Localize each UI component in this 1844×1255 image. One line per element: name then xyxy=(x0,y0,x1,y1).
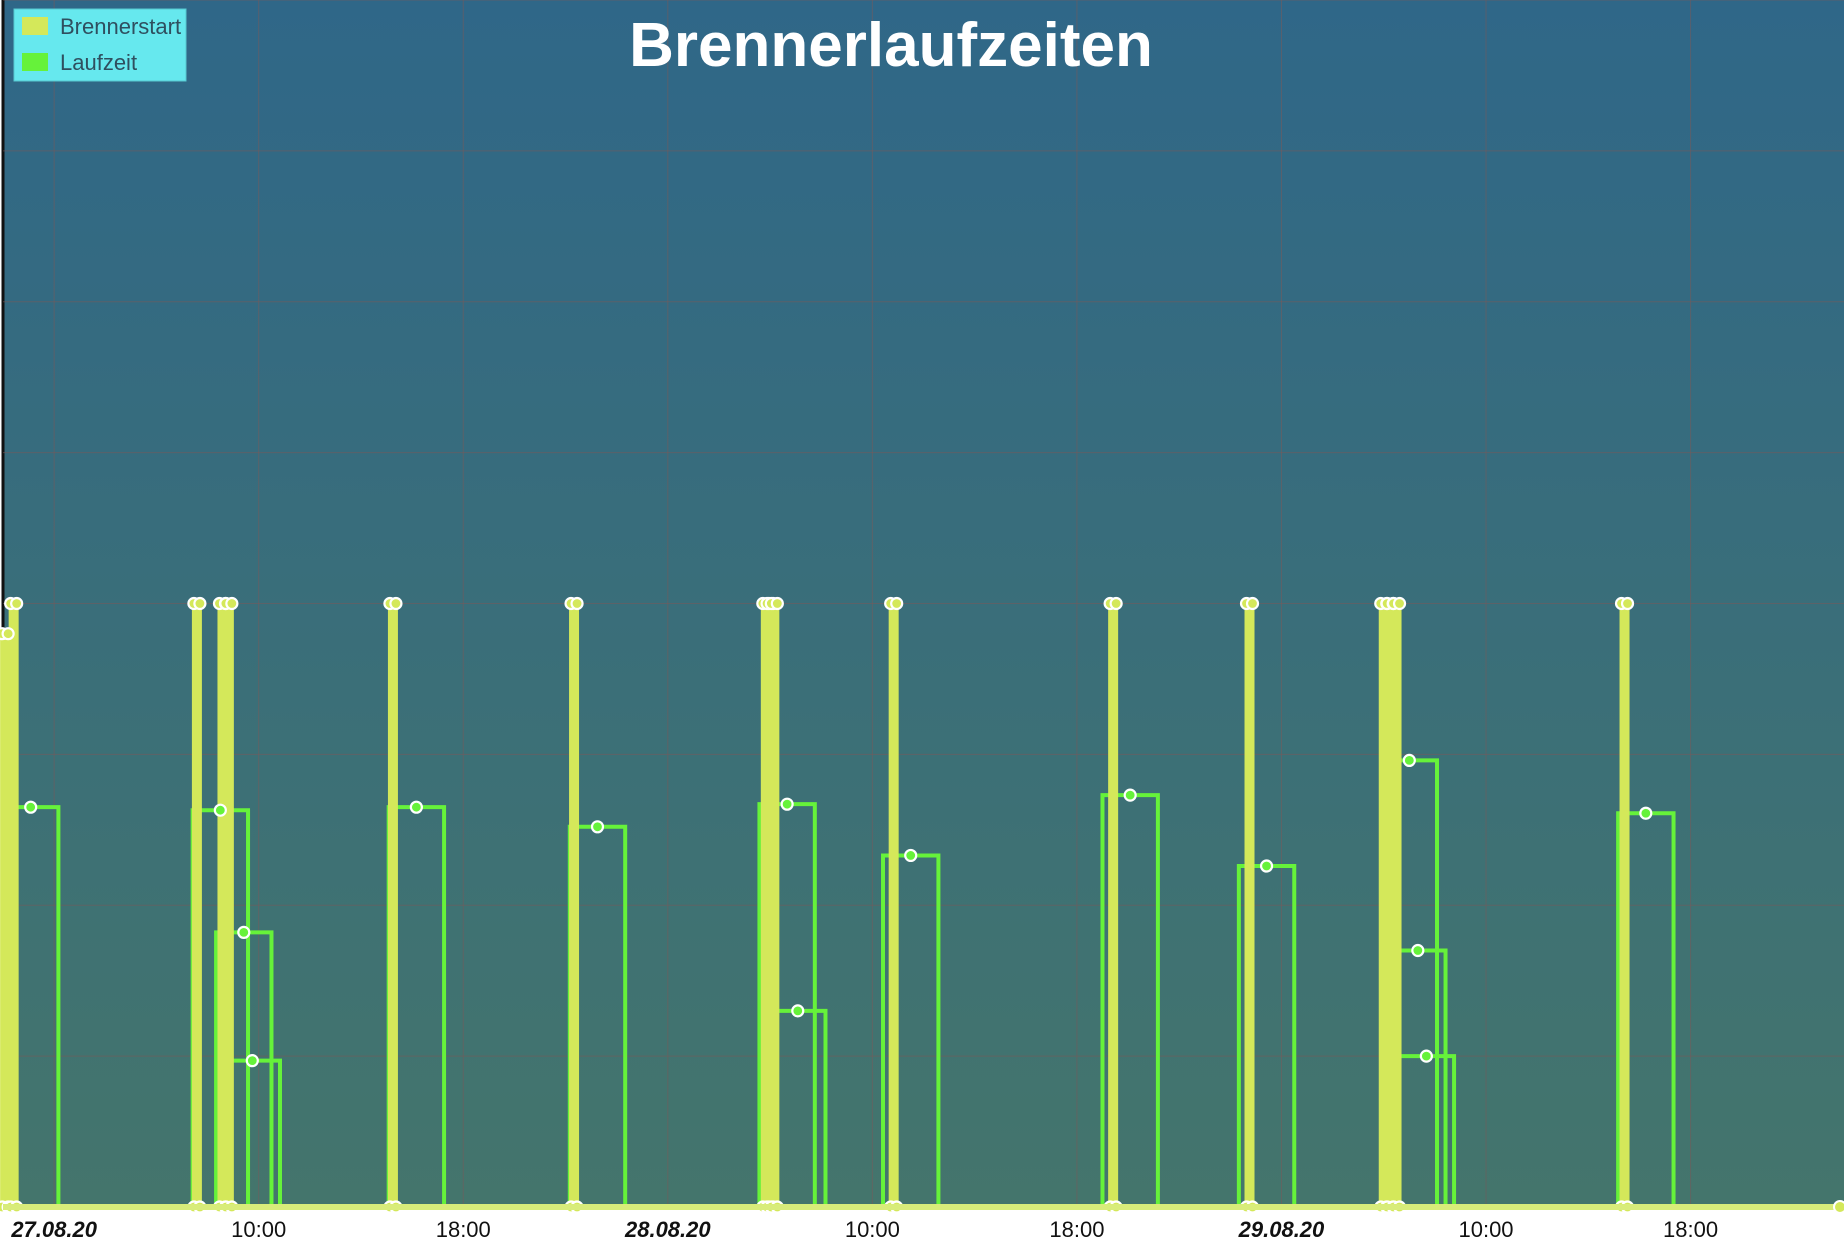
legend-label-brennerstart: Brennerstart xyxy=(60,14,181,39)
data-point-marker[interactable] xyxy=(237,925,251,940)
data-point-marker[interactable] xyxy=(1,627,15,641)
data-point-marker[interactable] xyxy=(1123,788,1137,802)
x-tick-label: 10:00 xyxy=(1458,1217,1513,1242)
brennerstart-bar[interactable] xyxy=(387,603,398,1208)
x-tick-label: 29.08.20 xyxy=(1238,1217,1325,1242)
brennerstart-series xyxy=(0,603,1630,1208)
brennerstart-bar[interactable] xyxy=(1108,603,1119,1208)
data-point-marker[interactable] xyxy=(890,596,904,611)
data-point-marker[interactable] xyxy=(389,596,403,611)
data-point-marker[interactable] xyxy=(770,596,784,611)
brennerstart-bar[interactable] xyxy=(769,603,780,1208)
grid xyxy=(3,0,1844,1207)
x-tick-label: 18:00 xyxy=(1663,1217,1718,1242)
brennerstart-bar[interactable] xyxy=(1385,603,1396,1208)
data-point-marker[interactable] xyxy=(24,800,38,814)
legend[interactable]: Brennerstart Laufzeit xyxy=(13,8,187,82)
brennerstart-bar[interactable] xyxy=(569,603,580,1208)
brennerstart-bar[interactable] xyxy=(217,603,228,1208)
data-point-marker[interactable] xyxy=(904,848,918,863)
data-point-marker[interactable] xyxy=(1411,943,1425,958)
brennerstart-bar[interactable] xyxy=(1244,603,1255,1208)
data-point-marker[interactable] xyxy=(10,596,24,611)
x-tick-label: 10:00 xyxy=(845,1217,900,1242)
brennerstart-bar[interactable] xyxy=(191,603,202,1208)
brennerstart-bar[interactable] xyxy=(1619,603,1630,1208)
x-tick-label: 27.08.20 xyxy=(10,1217,97,1242)
brennerstart-bar[interactable] xyxy=(0,633,11,1207)
legend-label-laufzeit: Laufzeit xyxy=(60,50,137,75)
brennerstart-bar[interactable] xyxy=(1378,603,1389,1208)
legend-swatch-laufzeit xyxy=(22,53,48,71)
data-point-marker[interactable] xyxy=(1620,596,1635,611)
data-point-marker[interactable] xyxy=(1259,859,1274,873)
brennerstart-bar[interactable] xyxy=(888,603,899,1208)
data-point-marker[interactable] xyxy=(590,820,605,834)
baseline-end-marker xyxy=(1833,1200,1844,1214)
brennerstart-bar[interactable] xyxy=(8,603,19,1208)
x-axis-ticks: 27.08.20 10:00 18:00 28.08.20 10:00 18:00 29.0… xyxy=(10,1217,1718,1242)
x-tick-label: 10:00 xyxy=(231,1217,286,1242)
data-point-marker[interactable] xyxy=(1109,596,1123,611)
x-tick-label: 28.08.20 xyxy=(624,1217,711,1242)
brennerstart-bar[interactable] xyxy=(223,603,234,1208)
data-point-marker[interactable] xyxy=(780,797,794,811)
data-point-marker[interactable] xyxy=(1419,1049,1433,1063)
data-point-marker[interactable] xyxy=(1245,596,1260,611)
x-tick-label: 18:00 xyxy=(1049,1217,1104,1242)
data-point-marker[interactable] xyxy=(791,1004,805,1018)
data-point-marker[interactable] xyxy=(1639,806,1653,820)
data-point-marker[interactable] xyxy=(409,800,423,814)
data-point-marker[interactable] xyxy=(225,596,239,611)
data-point-marker[interactable] xyxy=(245,1054,259,1068)
data-point-marker[interactable] xyxy=(193,596,207,611)
data-point-marker[interactable] xyxy=(1402,753,1416,768)
data-point-marker[interactable] xyxy=(1392,596,1407,611)
chart-title: Brennerlaufzeiten xyxy=(629,11,1153,80)
data-point-marker[interactable] xyxy=(570,596,584,611)
x-tick-label: 18:00 xyxy=(436,1217,491,1242)
data-point-marker[interactable] xyxy=(213,803,227,817)
brennerstart-bar[interactable] xyxy=(1391,603,1402,1208)
legend-swatch-brennerstart xyxy=(22,17,48,35)
